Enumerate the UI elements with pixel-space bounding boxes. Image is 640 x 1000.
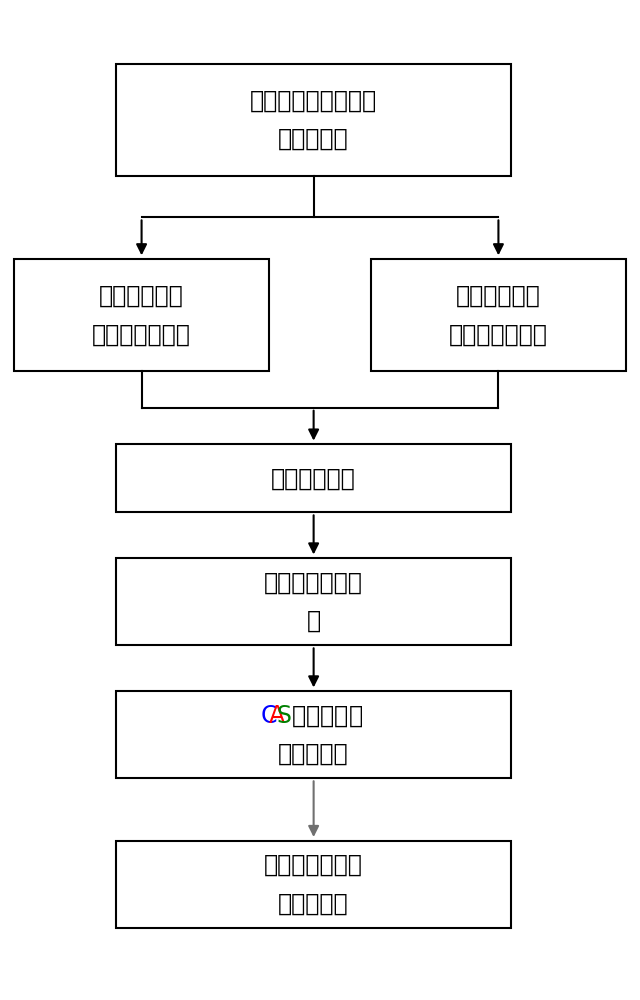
FancyBboxPatch shape <box>116 558 511 645</box>
Text: 培: 培 <box>292 704 306 728</box>
Text: A: A <box>268 704 284 728</box>
FancyBboxPatch shape <box>371 259 626 371</box>
Text: 然风干处理: 然风干处理 <box>278 127 349 151</box>
Text: 基: 基 <box>320 704 334 728</box>
Text: 子实体的形成: 子实体的形成 <box>271 466 356 490</box>
Text: 粪粒诱导平板: 粪粒诱导平板 <box>99 284 184 308</box>
FancyBboxPatch shape <box>14 259 269 371</box>
Text: 菌株的纯度: 菌株的纯度 <box>278 742 349 766</box>
Text: 法，形成子实体: 法，形成子实体 <box>92 322 191 346</box>
FancyBboxPatch shape <box>116 64 511 176</box>
Text: 证: 证 <box>348 704 362 728</box>
FancyBboxPatch shape <box>116 841 511 928</box>
Text: 酵母诱导平板: 酵母诱导平板 <box>456 284 541 308</box>
Text: 化: 化 <box>307 609 321 633</box>
Text: C: C <box>260 704 277 728</box>
Text: 养: 养 <box>306 704 320 728</box>
FancyBboxPatch shape <box>116 444 511 512</box>
FancyBboxPatch shape <box>116 691 511 778</box>
Text: S: S <box>276 704 292 728</box>
Text: 菌株的功能验证: 菌株的功能验证 <box>264 853 363 877</box>
Text: 与菌种保藏: 与菌种保藏 <box>278 892 349 916</box>
Text: 验: 验 <box>334 704 348 728</box>
Text: 土样采集，并进行自: 土样采集，并进行自 <box>250 89 377 113</box>
Text: 粘细菌的分离纯: 粘细菌的分离纯 <box>264 571 363 595</box>
Text: 法，形成子实体: 法，形成子实体 <box>449 322 548 346</box>
